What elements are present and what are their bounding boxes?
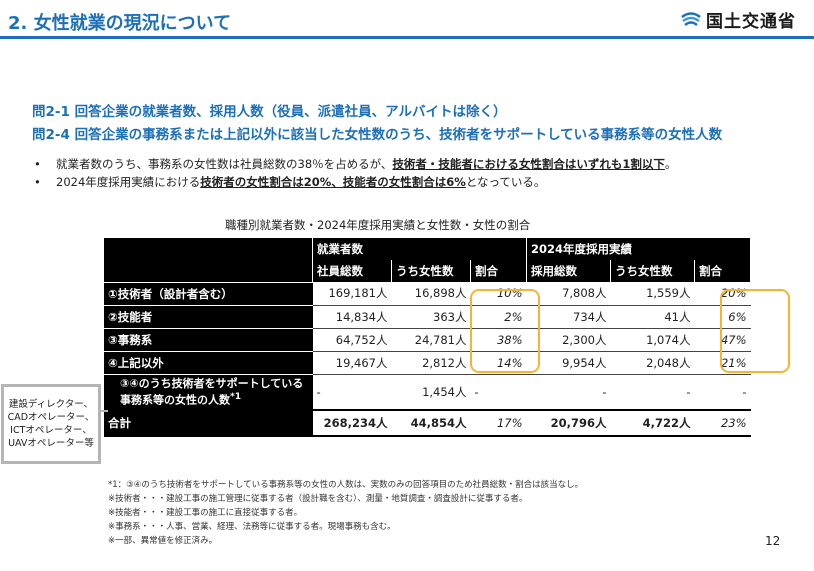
- cell: 1,559人: [610, 282, 695, 306]
- cell: 20,796人: [526, 408, 611, 437]
- group-header-hiring: 2024年度採用実績: [526, 238, 751, 260]
- bullet-text: となっている。: [465, 175, 546, 189]
- footnotes: *1：③④のうち技術者をサポートしている事務系等の女性の人数は、実数のみの回答項…: [108, 478, 583, 548]
- group-header-employees: 就業者数: [312, 238, 527, 260]
- corner-cell: [104, 238, 313, 282]
- cell: 16,898人: [391, 282, 471, 306]
- cell: 14%: [470, 351, 527, 375]
- page-number: 12: [765, 534, 781, 548]
- highlight-employee-ratio: [470, 289, 540, 373]
- mlit-emblem-icon: [681, 12, 701, 27]
- table-row: ①技術者（設計者含む） 169,181人 16,898人 10% 7,808人 …: [104, 281, 751, 306]
- row-label: 合計: [104, 408, 313, 437]
- cell: 19,467人: [312, 351, 392, 375]
- cell: 1,454人: [391, 374, 471, 410]
- cell: 7,808人: [526, 282, 611, 306]
- row-label-text: ③④のうち技術者をサポートしている事務系等の女性の人数: [120, 376, 304, 407]
- col-header: 採用総数: [526, 260, 611, 282]
- cell: 24,781人: [391, 328, 471, 352]
- row-label: ①技術者（設計者含む）: [104, 281, 313, 305]
- row-label: ③事務系: [104, 327, 313, 351]
- bullet-text: 。: [664, 157, 677, 171]
- cell: -: [694, 374, 751, 410]
- question-2-4: 問2-4 回答企業の事務系または上記以外に該当した女性数のうち、技術者をサポート…: [32, 127, 723, 143]
- cell: 4,722人: [610, 408, 695, 437]
- cell: 44,854人: [391, 408, 471, 437]
- row-label: ④上記以外: [104, 350, 313, 374]
- cell: 268,234人: [312, 408, 392, 437]
- row-label: ③④のうち技術者をサポートしている事務系等の女性の人数*1: [104, 373, 313, 410]
- header-rule: [0, 36, 814, 39]
- cell: 21%: [694, 351, 751, 375]
- table-row: ②技能者 14,834人 363人 2% 734人 41人 6%: [104, 304, 751, 329]
- cell: 14,834人: [312, 305, 392, 329]
- cell: 2,812人: [391, 351, 471, 375]
- question-2-1: 問2-1 回答企業の就業者数、採用人数（役員、派遣社員、アルバイトは除く）: [32, 104, 507, 120]
- table-row: ③事務系 64,752人 24,781人 38% 2,300人 1,074人 4…: [104, 327, 751, 352]
- cell: 9,954人: [526, 351, 611, 375]
- cell: -: [610, 374, 695, 410]
- col-header: うち女性数: [391, 260, 471, 282]
- cell: -: [470, 374, 527, 410]
- cell: 363人: [391, 305, 471, 329]
- col-header: 割合: [694, 260, 751, 282]
- footnote: ※技能者・・・建設工事の施工に直接従事する者。: [108, 508, 303, 518]
- bullet-text: 2024年度採用実績における: [56, 175, 201, 189]
- side-note-box: 建設ディレクター、CADオペレーター、ICTオペレーター、UAVオペレーター等: [1, 384, 101, 464]
- bullet-item: 就業者数のうち、事務系の女性数は社員総数の38％を占めるが、技術者・技能者におけ…: [30, 155, 676, 173]
- cell: 1,074人: [610, 328, 695, 352]
- cell: 2,048人: [610, 351, 695, 375]
- column-header-row: 社員総数 うち女性数 割合 採用総数 うち女性数 割合: [104, 260, 751, 282]
- cell: 47%: [694, 328, 751, 352]
- col-header: 割合: [470, 260, 527, 282]
- footnote: *1：③④のうち技術者をサポートしている事務系等の女性の人数は、実数のみの回答項…: [108, 480, 584, 490]
- footnote: ※事務系・・・人事、営業、経理、法務等に従事する者。現場事務も含む。: [108, 522, 396, 532]
- cell: 2%: [470, 305, 527, 329]
- bullet-item: 2024年度採用実績における技術者の女性割合は20%、技能者の女性割合は6%とな…: [30, 173, 676, 191]
- cell: -: [312, 374, 392, 410]
- cell: 23%: [694, 408, 751, 437]
- logo-text: 国土交通省: [706, 11, 796, 32]
- footnote: ※一部、異常値を修正済み。: [108, 536, 218, 546]
- cell: 38%: [470, 328, 527, 352]
- total-row: 合計 268,234人 44,854人 17% 20,796人 4,722人 2…: [104, 408, 751, 437]
- table-row: ④上記以外 19,467人 2,812人 14% 9,954人 2,048人 2…: [104, 350, 751, 375]
- group-header-row: 就業者数 2024年度採用実績: [104, 238, 751, 282]
- cell: 41人: [610, 305, 695, 329]
- footnote: ※技術者・・・建設工事の施工管理に従事する者（設計職を含む）、測量・地質調査・調…: [108, 494, 528, 504]
- table-row-support-staff: ③④のうち技術者をサポートしている事務系等の女性の人数*1 - 1,454人 -…: [104, 373, 751, 410]
- table-title: 職種別就業者数・2024年度採用実績と女性数・女性の割合: [225, 218, 531, 232]
- cell: 169,181人: [312, 282, 392, 306]
- cell: 64,752人: [312, 328, 392, 352]
- cell: 6%: [694, 305, 751, 329]
- col-header: うち女性数: [610, 260, 695, 282]
- row-label: ②技能者: [104, 304, 313, 328]
- side-note-connector: [98, 410, 108, 412]
- summary-bullets: 就業者数のうち、事務系の女性数は社員総数の38％を占めるが、技術者・技能者におけ…: [30, 155, 676, 191]
- bullet-emphasis: 技術者の女性割合は20%、技能者の女性割合は6%: [200, 175, 466, 189]
- highlight-hiring-ratio: [720, 289, 790, 373]
- employment-table: 就業者数 2024年度採用実績 社員総数 うち女性数 割合 採用総数 うち女性数…: [104, 238, 751, 437]
- mlit-logo: 国土交通省: [680, 6, 796, 32]
- bullet-emphasis: 技術者・技能者における女性割合はいずれも1割以下: [392, 157, 665, 171]
- cell: -: [526, 374, 611, 410]
- col-header: 社員総数: [312, 260, 392, 282]
- footnote-mark: *1: [230, 390, 242, 402]
- page-title: 2. 女性就業の現況について: [8, 13, 232, 34]
- bullet-text: 就業者数のうち、事務系の女性数は社員総数の38％を占めるが、: [56, 157, 393, 171]
- cell: 2,300人: [526, 328, 611, 352]
- cell: 17%: [470, 408, 527, 437]
- cell: 734人: [526, 305, 611, 329]
